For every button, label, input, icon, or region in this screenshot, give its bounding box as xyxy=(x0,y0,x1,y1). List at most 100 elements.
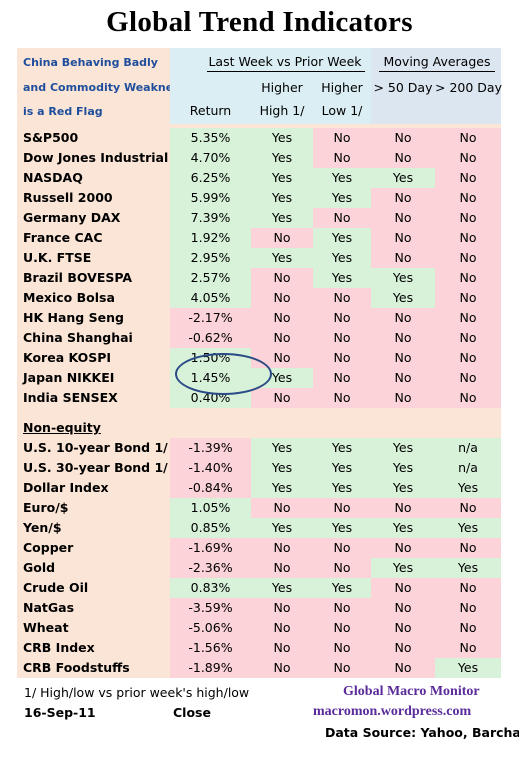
table-row: U.S. 10-year Bond 1/-1.39% Yes Yes Yes n/a xyxy=(17,438,501,458)
date-label: 16-Sep-11 xyxy=(24,705,96,720)
table-row: U.K. FTSE 2.95% Yes Yes No No xyxy=(17,248,501,268)
table-row: Euro/$ 1.05% No No No No xyxy=(17,498,501,518)
return-cell: -1.69% xyxy=(170,538,251,558)
section-gap xyxy=(17,408,501,418)
row-name: Brazil BOVESPA xyxy=(17,268,170,288)
ma200-cell: No xyxy=(435,618,501,638)
ma200-cell: No xyxy=(435,368,501,388)
higher-low-cell: No xyxy=(313,638,371,658)
header-ma200: > 200 Day xyxy=(435,80,502,95)
higher-low-cell: No xyxy=(313,288,371,308)
higher-low-cell: No xyxy=(313,618,371,638)
note-line-3: is a Red Flag xyxy=(23,105,103,118)
header-higher-high-1: Higher xyxy=(261,80,303,95)
ma50-cell: No xyxy=(371,618,435,638)
higher-low-cell: Yes xyxy=(313,578,371,598)
ma200-cell: No xyxy=(435,288,501,308)
ma50-cell: No xyxy=(371,578,435,598)
higher-low-cell: Yes xyxy=(313,228,371,248)
return-cell: 4.05% xyxy=(170,288,251,308)
higher-low-cell: No xyxy=(313,148,371,168)
highlight-ellipse xyxy=(175,353,272,395)
higher-low-cell: Yes xyxy=(313,438,371,458)
ma200-cell: No xyxy=(435,638,501,658)
row-name: S&P500 xyxy=(17,128,170,148)
higher-low-cell: Yes xyxy=(313,188,371,208)
ma200-cell: No xyxy=(435,248,501,268)
ma50-cell: Yes xyxy=(371,288,435,308)
higher-high-cell: Yes xyxy=(251,438,313,458)
ma50-cell: No xyxy=(371,658,435,678)
table-row: Mexico Bolsa 4.05% No No Yes No xyxy=(17,288,501,308)
row-name: NASDAQ xyxy=(17,168,170,188)
note-line-1: China Behaving Badly xyxy=(23,56,158,69)
table-row: Dow Jones Industrial 4.70% Yes No No No xyxy=(17,148,501,168)
higher-high-cell: No xyxy=(251,658,313,678)
higher-low-cell: No xyxy=(313,498,371,518)
ma50-cell: No xyxy=(371,128,435,148)
higher-high-cell: Yes xyxy=(251,478,313,498)
higher-low-cell: No xyxy=(313,538,371,558)
table-row: CRB Foodstuffs -1.89% No No No Yes xyxy=(17,658,501,678)
ma200-cell: No xyxy=(435,498,501,518)
higher-high-cell: No xyxy=(251,538,313,558)
brand-site-link[interactable]: macromon.wordpress.com xyxy=(313,704,472,719)
higher-high-cell: Yes xyxy=(251,188,313,208)
row-name: CRB Foodstuffs xyxy=(17,658,170,678)
row-name: France CAC xyxy=(17,228,170,248)
section-label-fill xyxy=(170,418,501,438)
close-label: Close xyxy=(173,705,211,720)
table-row: Germany DAX 7.39% Yes No No No xyxy=(17,208,501,228)
ma50-cell: No xyxy=(371,308,435,328)
ma200-cell: No xyxy=(435,388,501,408)
table-row: U.S. 30-year Bond 1/-1.40% Yes Yes Yes n/a xyxy=(17,458,501,478)
higher-high-cell: No xyxy=(251,308,313,328)
table-row: Copper -1.69% No No No No xyxy=(17,538,501,558)
higher-high-cell: Yes xyxy=(251,458,313,478)
higher-low-cell: No xyxy=(313,558,371,578)
higher-high-cell: No xyxy=(251,498,313,518)
ma50-cell: No xyxy=(371,538,435,558)
ma200-cell: No xyxy=(435,128,501,148)
header-ma50-col: > 50 Day xyxy=(371,48,435,124)
group-label-ma: Moving Averages xyxy=(383,54,491,69)
ma50-cell: Yes xyxy=(371,518,435,538)
ma200-cell: No xyxy=(435,598,501,618)
return-cell: -0.62% xyxy=(170,328,251,348)
return-cell: 5.35% xyxy=(170,128,251,148)
ma50-cell: No xyxy=(371,208,435,228)
row-name: Yen/$ xyxy=(17,518,170,538)
return-cell: -1.40% xyxy=(170,458,251,478)
table-note: China Behaving Badly and Commodity Weakn… xyxy=(17,48,186,124)
header-higher-high-2: High 1/ xyxy=(259,103,305,118)
header-ma50: > 50 Day xyxy=(373,80,433,95)
ma50-cell: No xyxy=(371,498,435,518)
higher-low-cell: No xyxy=(313,598,371,618)
ma200-cell: No xyxy=(435,228,501,248)
table-row: HK Hang Seng -2.17% No No No No xyxy=(17,308,501,328)
group-underline-ma xyxy=(379,71,495,72)
header-ma200-col: > 200 Day xyxy=(435,48,502,124)
ma200-cell: Yes xyxy=(435,518,501,538)
ma200-cell: No xyxy=(435,268,501,288)
ma200-cell: n/a xyxy=(435,458,501,478)
data-source: Data Source: Yahoo, Barchart xyxy=(325,725,519,740)
row-name: Korea KOSPI xyxy=(17,348,170,368)
ma200-cell: n/a xyxy=(435,438,501,458)
ma200-cell: No xyxy=(435,208,501,228)
ma50-cell: Yes xyxy=(371,438,435,458)
higher-low-cell: Yes xyxy=(313,268,371,288)
table-row: Russell 2000 5.99% Yes Yes No No xyxy=(17,188,501,208)
row-name: U.S. 10-year Bond 1/ xyxy=(17,438,170,458)
higher-high-cell: Yes xyxy=(251,578,313,598)
header-higher-low-col: Higher Low 1/ xyxy=(313,48,371,124)
page-title: Global Trend Indicators xyxy=(106,6,413,38)
footnote: 1/ High/low vs prior week's high/low xyxy=(24,685,250,700)
higher-low-cell: No xyxy=(313,128,371,148)
higher-high-cell: No xyxy=(251,228,313,248)
header-spacer xyxy=(17,124,501,128)
ma50-cell: No xyxy=(371,228,435,248)
higher-low-cell: No xyxy=(313,368,371,388)
row-name: Germany DAX xyxy=(17,208,170,228)
higher-high-cell: No xyxy=(251,328,313,348)
